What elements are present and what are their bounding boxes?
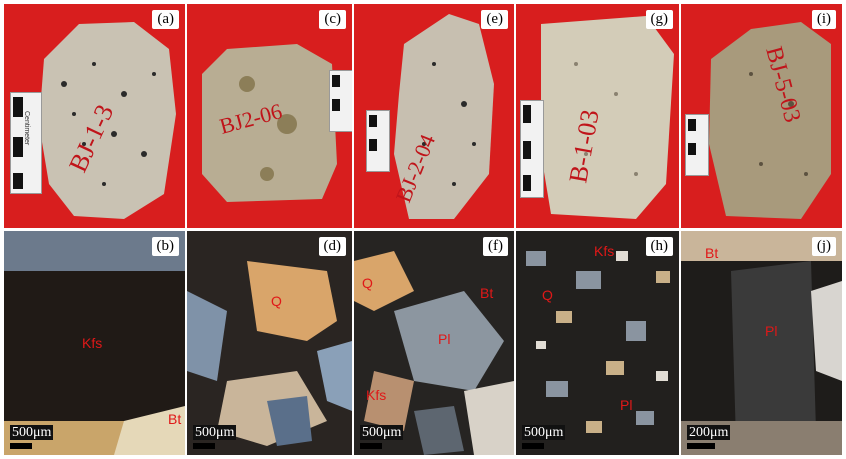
panel-a-hand-specimen: BJ-1-3 Centimeter (a)	[4, 4, 185, 228]
panel-c-hand-specimen: BJ2-06 (c)	[187, 4, 352, 228]
panel-e-hand-specimen: BJ-2-04 (e)	[354, 4, 514, 228]
mineral-label-f-pl: Pl	[438, 331, 451, 347]
panel-b-micrograph: Kfs Bt 500μm (b)	[4, 231, 185, 455]
mineral-label-f-q: Q	[362, 275, 373, 291]
panel-tag-c: (c)	[319, 10, 346, 29]
panel-tag-f: (f)	[483, 237, 508, 256]
micrograph-h	[526, 251, 670, 433]
rock-specimen-g: B-1-03	[541, 16, 674, 219]
scale-bar-f: 500μm	[360, 425, 404, 449]
mineral-label-b-kfs: Kfs	[82, 335, 103, 351]
rock-specimen-c: BJ2-06	[202, 44, 337, 202]
scale-card-text: Centimeter	[23, 111, 30, 146]
mineral-label-f-kfs: Kfs	[366, 387, 387, 403]
panel-tag-i: (i)	[811, 10, 836, 29]
mineral-label-d-q: Q	[271, 293, 282, 309]
rock-specimen-e: BJ-2-04	[390, 14, 494, 219]
rock-specimen-i: BJ-5-03	[709, 22, 831, 219]
scale-card-a: Centimeter	[10, 92, 42, 194]
scale-card-c	[329, 70, 352, 132]
panel-tag-d: (d)	[318, 237, 346, 256]
scale-card-g	[520, 100, 544, 198]
panel-d-micrograph: Q 500μm (d)	[187, 231, 352, 455]
scale-card-i	[685, 114, 709, 176]
micrograph-d	[187, 261, 352, 446]
panel-h-micrograph: Kfs Q Pl 500μm (h)	[516, 231, 679, 455]
rock-specimen-a: BJ-1-3	[39, 22, 176, 219]
micrograph-b	[4, 231, 185, 455]
mineral-label-j-pl: Pl	[765, 323, 778, 339]
mineral-label-f-bt: Bt	[480, 285, 494, 301]
scale-bar-j: 200μm	[687, 425, 731, 449]
mineral-label-b-bt: Bt	[168, 411, 182, 427]
figure-grid: BJ-1-3 Centimeter (a) BJ2-06 (c) BJ-2-04	[4, 4, 842, 455]
panel-tag-b: (b)	[151, 237, 179, 256]
micrograph-f	[354, 251, 514, 455]
panel-g-hand-specimen: B-1-03 (g)	[516, 4, 679, 228]
scale-bar-d: 500μm	[193, 425, 237, 449]
panel-tag-h: (h)	[645, 237, 673, 256]
mineral-label-j-bt: Bt	[705, 245, 719, 261]
panel-tag-g: (g)	[645, 10, 673, 29]
panel-tag-j: (j)	[811, 237, 836, 256]
panel-i-hand-specimen: BJ-5-03 (i)	[681, 4, 842, 228]
scale-bar-h: 500μm	[522, 425, 566, 449]
mineral-label-h-q: Q	[542, 287, 553, 303]
mineral-label-h-pl: Pl	[620, 397, 633, 413]
mineral-label-h-kfs: Kfs	[594, 243, 615, 259]
scale-card-e	[366, 110, 390, 172]
micrograph-j	[681, 231, 842, 455]
panel-tag-e: (e)	[481, 10, 508, 29]
panel-tag-a: (a)	[152, 10, 179, 29]
panel-f-micrograph: Q Bt Pl Kfs 500μm (f)	[354, 231, 514, 455]
panel-j-micrograph: Bt Pl 200μm (j)	[681, 231, 842, 455]
scale-bar-b: 500μm	[10, 425, 54, 449]
